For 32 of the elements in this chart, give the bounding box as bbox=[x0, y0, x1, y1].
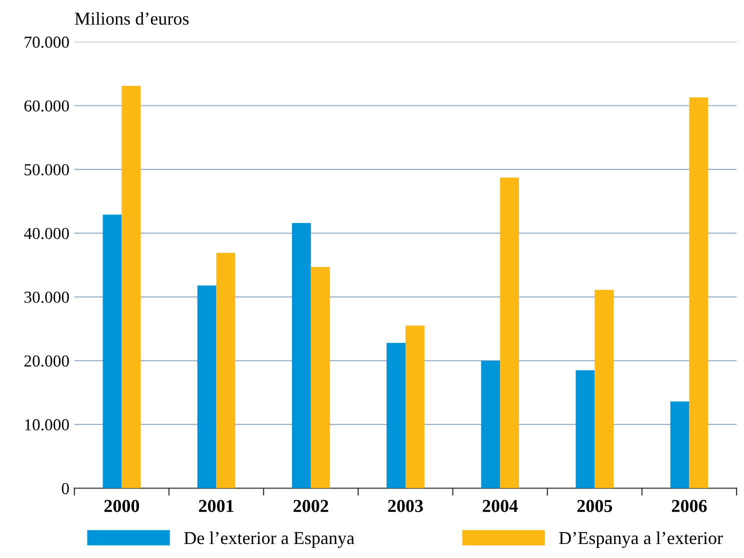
y-tick-label: 40.000 bbox=[24, 228, 69, 240]
bar bbox=[500, 178, 519, 488]
y-axis-title: Milions d’euros bbox=[74, 12, 189, 25]
bar bbox=[576, 370, 595, 488]
bar bbox=[216, 252, 236, 488]
bar bbox=[310, 266, 330, 488]
bar bbox=[386, 342, 406, 488]
bar bbox=[102, 214, 122, 488]
x-tick-label: 2004 bbox=[482, 500, 518, 512]
bar bbox=[670, 402, 690, 488]
y-tick-label: 0 bbox=[62, 482, 69, 494]
x-tick-label: 2001 bbox=[198, 500, 234, 512]
x-tick-label: 2005 bbox=[577, 500, 612, 512]
x-tick-label: 2003 bbox=[388, 500, 423, 512]
x-tick-label: 2000 bbox=[104, 500, 140, 512]
y-tick-label: 30.000 bbox=[24, 292, 69, 303]
y-tick-label: 20.000 bbox=[24, 355, 69, 367]
x-tick-label: 2006 bbox=[672, 500, 707, 512]
y-tick-label: 50.000 bbox=[24, 164, 69, 176]
legend-label: De l’exterior a Espanya bbox=[184, 531, 354, 548]
y-tick-label: 10.000 bbox=[25, 419, 69, 430]
x-tick-label: 2002 bbox=[294, 500, 328, 512]
bar bbox=[122, 86, 141, 488]
bar bbox=[689, 97, 708, 488]
bar bbox=[405, 326, 424, 488]
bar bbox=[292, 222, 311, 488]
legend-label: D’Espanya a l’exterior bbox=[559, 531, 723, 548]
bar bbox=[197, 285, 216, 488]
y-tick-label: 70.000 bbox=[24, 36, 69, 48]
y-tick-label: 60.000 bbox=[24, 100, 69, 112]
bar bbox=[481, 360, 500, 488]
bar bbox=[594, 290, 614, 488]
